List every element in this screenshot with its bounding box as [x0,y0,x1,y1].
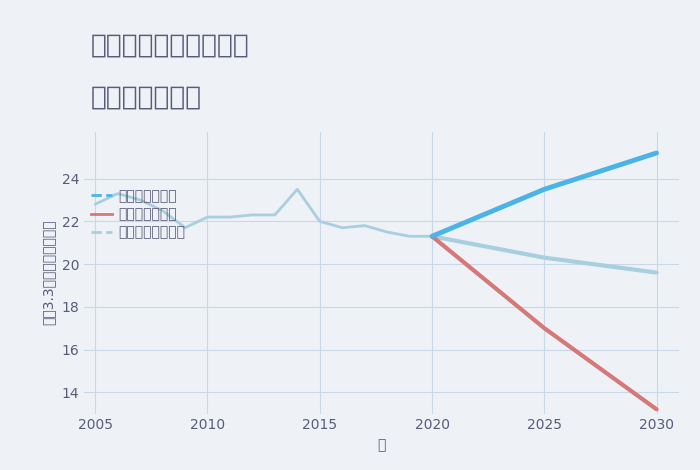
Text: 千葉県市原市大和田の: 千葉県市原市大和田の [91,33,250,59]
Legend: グッドシナリオ, バッドシナリオ, ノーマルシナリオ: グッドシナリオ, バッドシナリオ, ノーマルシナリオ [91,189,186,240]
Y-axis label: 坪（3.3㎡）単価（万円）: 坪（3.3㎡）単価（万円） [42,220,56,325]
X-axis label: 年: 年 [377,438,386,452]
Text: 土地の価格推移: 土地の価格推移 [91,85,202,110]
